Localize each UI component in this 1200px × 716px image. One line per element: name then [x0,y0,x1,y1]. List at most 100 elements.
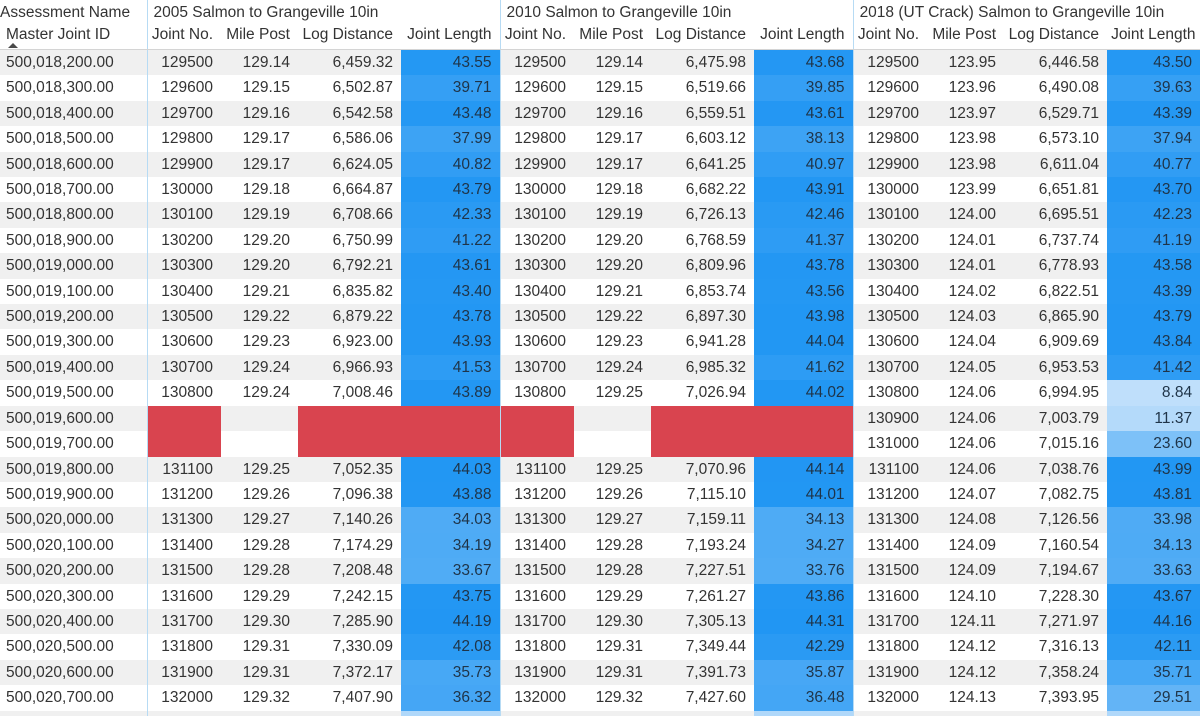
cell-2010-log-distance: 7,305.13 [651,608,755,635]
cell-2010-joint-length: 41.62 [754,354,854,381]
table-row[interactable]: 500,018,400.00 129700 129.16 6,542.58 43.48 1… [0,100,1200,127]
column-header-2018-mile-post[interactable]: Mile Post [927,24,1005,50]
cell-2010-joint-no: 131700 [499,608,575,635]
cell-2005-joint-length: 43.93 [401,329,501,355]
cell-master-joint-id: 500,018,200.00 [0,49,147,76]
table-row[interactable]: 500,020,100.00 131400 129.28 7,174.29 34.19 1… [0,532,1200,559]
column-header-2018-joint-no[interactable]: Joint No. [852,24,928,50]
cell-2005-joint-length: 41.22 [401,227,501,254]
cell-2010-log-distance: 7,349.44 [651,634,755,660]
cell-2010-joint-length: 44.14 [754,456,854,482]
column-header-2005-joint-no[interactable]: Joint No. [146,24,221,50]
table-row[interactable]: 500,019,500.00 130800 129.24 7,008.46 43.89 1… [0,380,1200,406]
sort-ascending-icon[interactable] [8,43,18,48]
cell-2005-joint-no: 131100 [146,456,221,482]
cell-2005-joint-length: 43.79 [401,177,501,203]
cell-2010-joint-length: 44.31 [754,608,854,635]
cell-2018-joint-no: 131500 [852,558,928,584]
table-row[interactable]: 500,019,700.00 131000 124.06 7,015.16 23.60 [0,431,1200,457]
cell-2018-joint-no: 129700 [852,100,928,127]
table-row[interactable]: 500,020,600.00 131900 129.31 7,372.17 35.73 1… [0,659,1200,686]
table-row[interactable]: 500,018,300.00 129600 129.15 6,502.87 39.71 1… [0,75,1200,101]
cell-2005-joint-length: 37.99 [401,126,501,152]
cell-master-joint-id: 500,019,900.00 [0,481,147,508]
cell-master-joint-id: 500,018,500.00 [0,126,147,152]
cell-2010-mile-post: 129.28 [574,558,652,584]
table-row[interactable]: 500,019,200.00 130500 129.22 6,879.22 43.78 1… [0,304,1200,330]
table-row[interactable]: 500,020,800.00132100129.337,444.2212.141… [0,710,1200,716]
table-row[interactable]: 500,018,200.00 129500 129.14 6,459.32 43.55 1… [0,49,1200,76]
column-header-2005-mile-post[interactable]: Mile Post [221,24,298,50]
cell-2018-joint-length: 41.19 [1107,227,1200,254]
column-header-2010-mile-post[interactable]: Mile Post [574,24,652,50]
column-header-2018-log-distance[interactable]: Log Distance [1004,24,1108,50]
cell-2005-log-distance: 7,174.29 [298,532,401,559]
cell-2010-log-distance: 7,070.96 [651,456,755,482]
table-row[interactable]: 500,018,600.00 129900 129.17 6,624.05 40.82 1… [0,151,1200,178]
cell-2018-joint-length: 43.39 [1107,100,1200,127]
column-header-2005-log-distance[interactable]: Log Distance [298,24,401,50]
cell-2005-joint-length [401,431,501,457]
cell-2010-mile-post: 129.33 [574,710,652,716]
cell-2010-joint-length: 34.27 [754,532,854,559]
cell-2005-log-distance: 7,330.09 [298,634,401,660]
cell-2010-log-distance: 6,941.28 [651,329,755,355]
cell-2018-mile-post: 123.95 [927,49,1005,76]
table-row[interactable]: 500,018,800.00 130100 129.19 6,708.66 42.33 1… [0,202,1200,228]
table-row[interactable]: 500,019,800.00 131100 129.25 7,052.35 44.03 1… [0,456,1200,482]
cell-2018-joint-no: 130400 [852,278,928,305]
cell-2005-joint-length: 39.71 [401,75,501,101]
cell-2018-joint-no: 130100 [852,202,928,228]
table-row[interactable]: 500,020,200.00 131500 129.28 7,208.48 33.67 1… [0,558,1200,584]
cell-2010-log-distance: 6,519.66 [651,75,755,101]
table-row[interactable]: 500,019,600.00 130900 124.06 7,003.79 11.37 [0,405,1200,432]
table-row[interactable]: 500,020,700.00 132000 129.32 7,407.90 36.32 1… [0,685,1200,711]
cell-2018-mile-post: 124.01 [927,227,1005,254]
table-row[interactable]: 500,019,100.00 130400 129.21 6,835.82 43.40 1… [0,278,1200,305]
table-row[interactable]: 500,019,000.00 130300 129.20 6,792.21 43.61 1… [0,253,1200,279]
cell-2005-joint-length: 34.19 [401,532,501,559]
column-header-2010-joint-length[interactable]: Joint Length [754,24,854,50]
table-row[interactable]: 500,018,900.00 130200 129.20 6,750.99 41.22 1… [0,227,1200,254]
cell-2018-joint-no: 130900 [852,405,928,432]
cell-2010-joint-length: 40.97 [754,151,854,178]
table-row[interactable]: 500,020,500.00 131800 129.31 7,330.09 42.08 1… [0,634,1200,660]
table-row[interactable]: 500,019,900.00 131200 129.26 7,096.38 43.88 1… [0,481,1200,508]
column-header-2010-joint-no[interactable]: Joint No. [499,24,575,50]
cell-2010-joint-no: 130700 [499,354,575,381]
table-row[interactable]: 500,018,500.00 129800 129.17 6,586.06 37.99 1… [0,126,1200,152]
cell-2018-mile-post: 124.06 [927,431,1005,457]
cell-2018-log-distance: 6,778.93 [1004,253,1108,279]
table-row[interactable]: 500,019,400.00 130700 129.24 6,966.93 41.53 1… [0,354,1200,381]
cell-2010-joint-no: 132100 [499,710,575,716]
cell-2018-mile-post: 124.13 [927,685,1005,711]
cell-2005-joint-no: 130200 [146,227,221,254]
cell-2005-joint-length: 43.89 [401,380,501,406]
cell-2005-joint-length: 43.55 [401,49,501,76]
cell-2005-joint-length: 35.73 [401,659,501,686]
cell-2018-mile-post: 124.08 [927,507,1005,533]
column-header-master-joint-id[interactable]: Master Joint ID [0,24,147,50]
column-header-2018-joint-length[interactable]: Joint Length [1107,24,1200,50]
cell-2010-log-distance: 7,227.51 [651,558,755,584]
cell-2005-joint-length: 42.33 [401,202,501,228]
cell-2018-mile-post: 124.10 [927,583,1005,609]
column-header-2010-log-distance[interactable]: Log Distance [651,24,755,50]
cell-2005-log-distance: 6,502.87 [298,75,401,101]
cell-2018-log-distance: 6,611.04 [1004,151,1108,178]
cell-2018-joint-length: 42.11 [1107,634,1200,660]
table-row[interactable]: 500,018,700.00 130000 129.18 6,664.87 43.79 1… [0,177,1200,203]
cell-2018-log-distance: 7,038.76 [1004,456,1108,482]
group-header-2005: 2005 Salmon to Grangeville 10in [146,0,501,24]
cell-2005-mile-post: 129.18 [221,177,298,203]
cell-2010-joint-no: 131800 [499,634,575,660]
cell-2005-mile-post: 129.25 [221,456,298,482]
cell-2010-log-distance: 6,768.59 [651,227,755,254]
table-row[interactable]: 500,020,300.00 131600 129.29 7,242.15 43.75 1… [0,583,1200,609]
table-row[interactable]: 500,019,300.00 130600 129.23 6,923.00 43.93 1… [0,329,1200,355]
cell-2010-mile-post: 129.22 [574,304,652,330]
column-header-2005-joint-length[interactable]: Joint Length [401,24,501,50]
cell-2010-joint-no [499,405,575,432]
table-row[interactable]: 500,020,400.00 131700 129.30 7,285.90 44.19 1… [0,608,1200,635]
table-row[interactable]: 500,020,000.00 131300 129.27 7,140.26 34.03 1… [0,507,1200,533]
